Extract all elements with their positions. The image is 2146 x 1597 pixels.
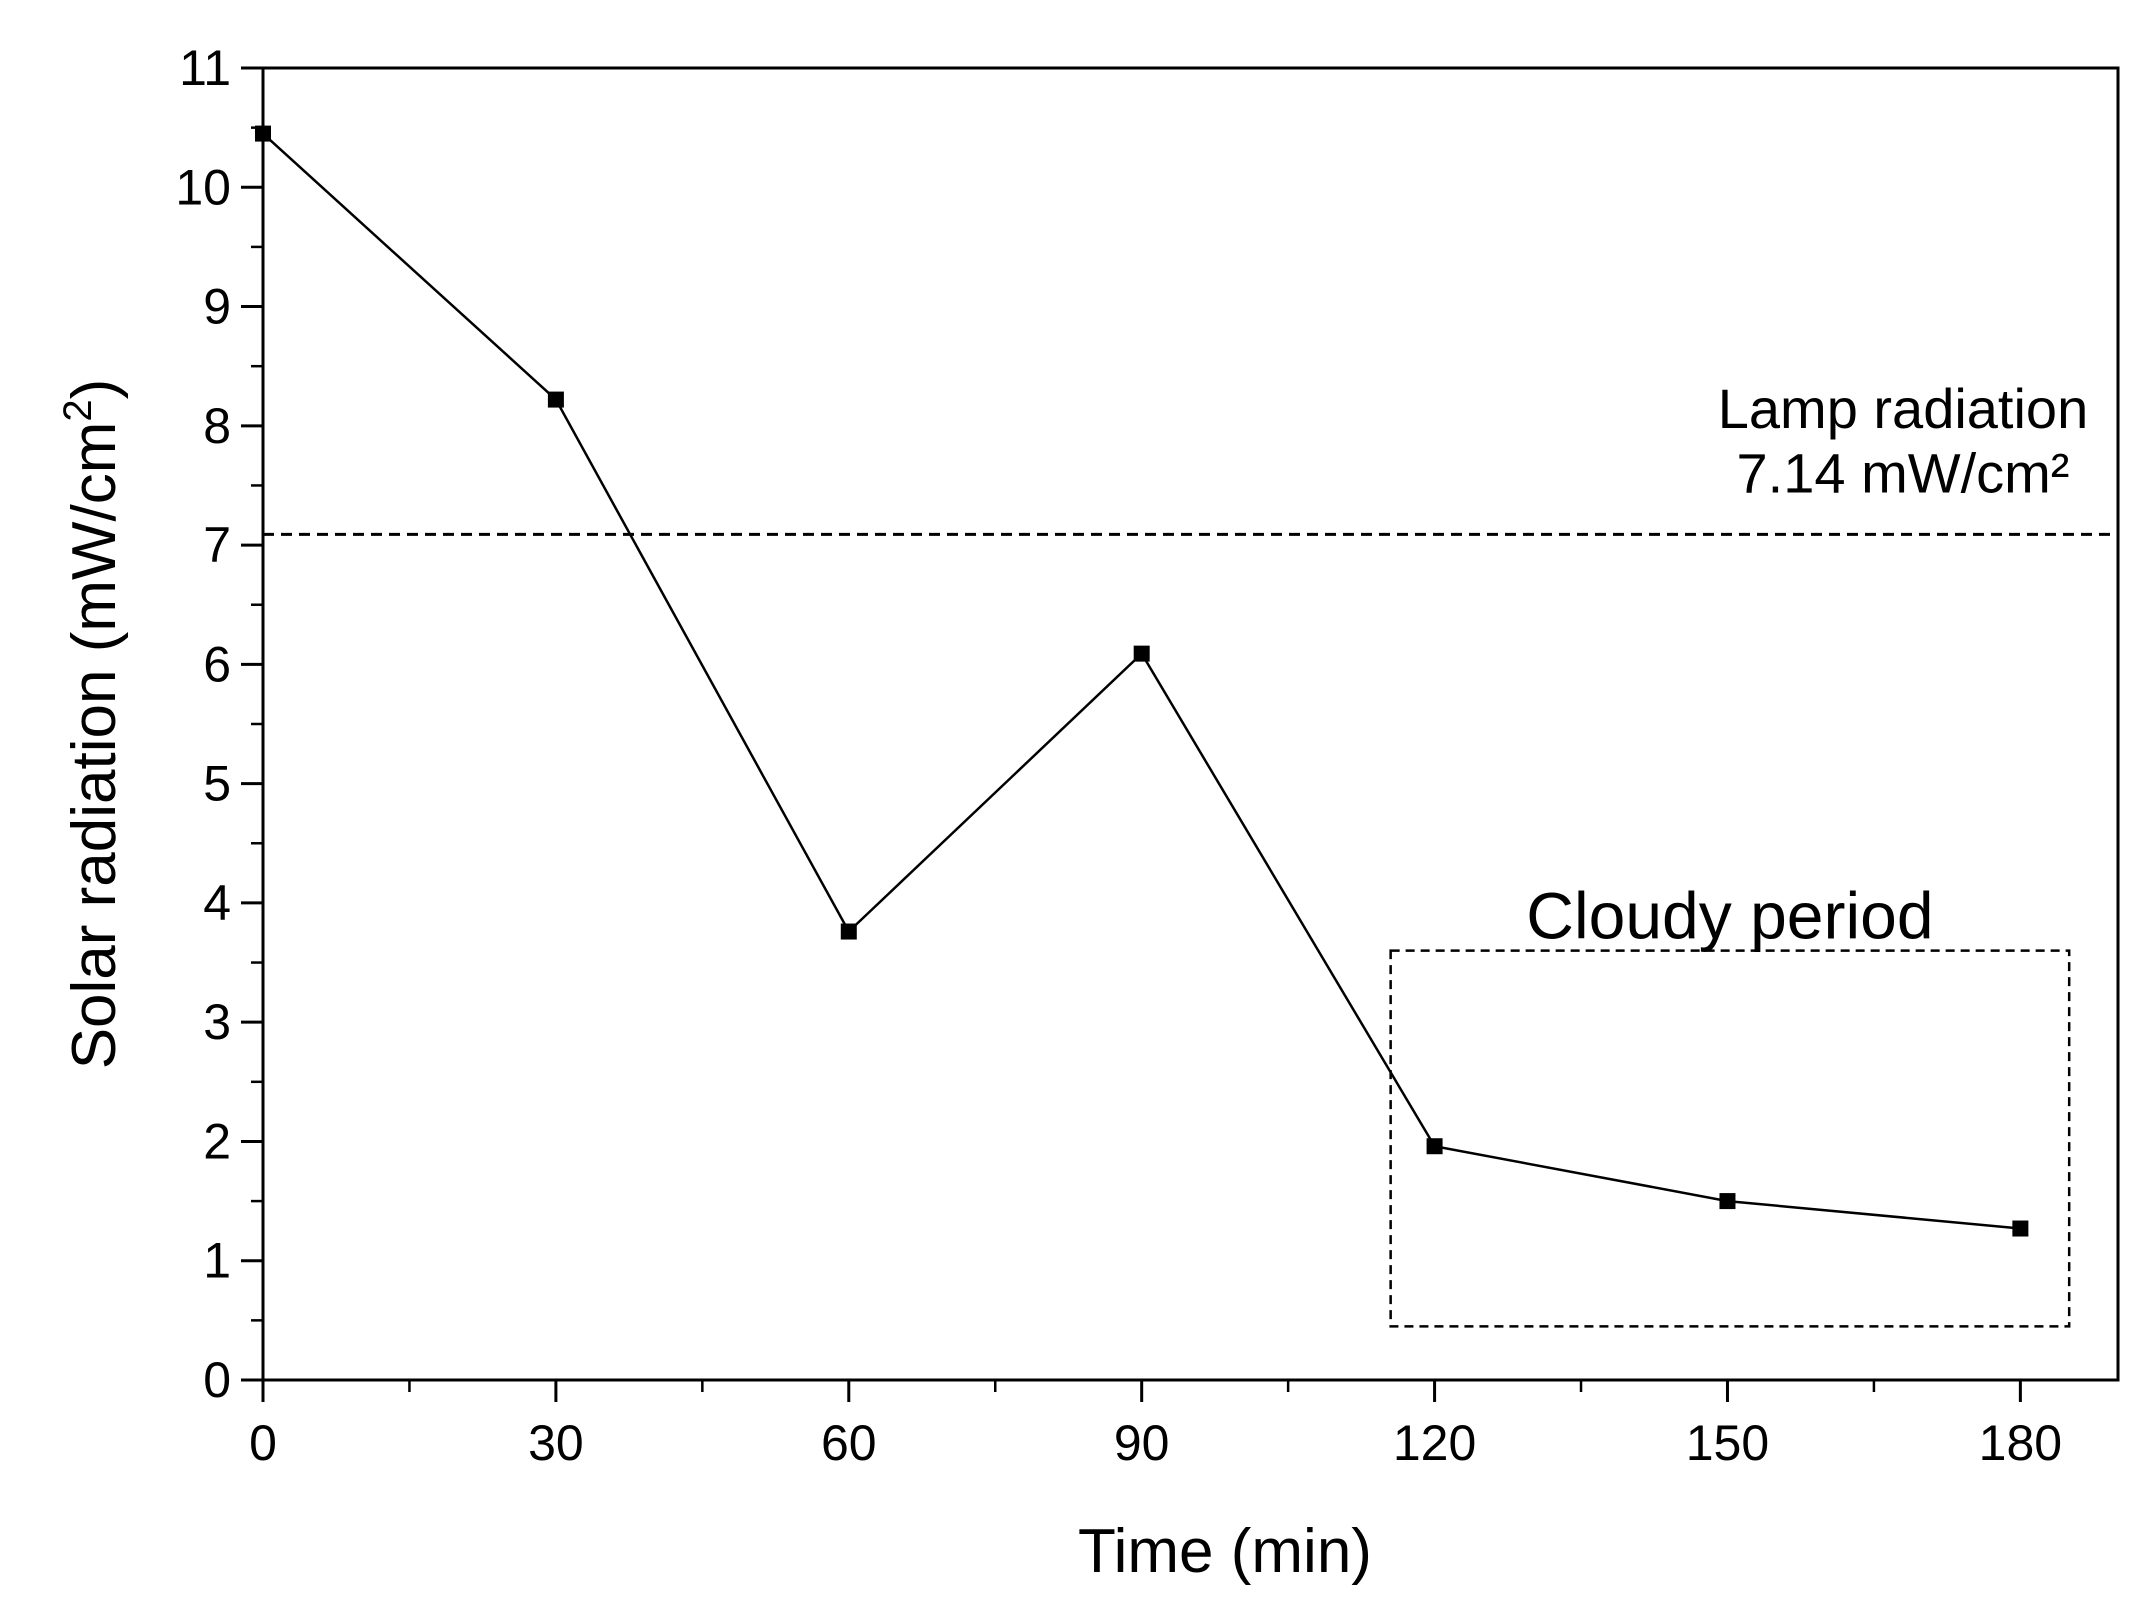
x-tick-label: 60 [821,1415,877,1471]
y-axis-title-text: Solar radiation (mW/cm [60,422,129,1070]
cloudy-period-box [1389,949,2071,1328]
y-tick-label: 5 [203,756,231,812]
data-point [840,923,857,940]
x-tick-label: 150 [1686,1415,1769,1471]
x-axis-title: Time (min) [1078,1517,1372,1586]
x-axis-ticks: 0 30 60 90 120 150 180 [249,1380,2062,1471]
y-axis-title-superscript: 2 [56,399,100,421]
series-group [255,125,2029,1237]
y-tick-label: 6 [203,636,231,692]
y-tick-label: 4 [203,875,231,931]
x-tick-label: 180 [1979,1415,2062,1471]
data-point [255,125,271,142]
x-tick-label: 30 [528,1415,584,1471]
cloudy-period-label: Cloudy period [1526,879,1933,953]
lamp-radiation-label: Lamp radiation [1718,377,2088,440]
y-axis-title-close: ) [60,379,129,400]
x-tick-label: 120 [1393,1415,1476,1471]
y-tick-label: 11 [179,40,231,96]
y-tick-label: 10 [175,159,231,215]
y-tick-label: 0 [203,1352,231,1408]
y-tick-label: 7 [203,517,231,573]
data-point [2012,1220,2029,1237]
y-tick-label: 3 [203,994,231,1050]
series-line [262,132,2021,1230]
y-axis-ticks: 0 1 2 3 4 5 6 7 8 9 10 11 [175,40,263,1408]
x-tick-label: 0 [249,1415,277,1471]
data-point [1719,1193,1736,1210]
y-tick-label: 8 [203,398,231,454]
y-axis-title: Solar radiation (mW/cm2) [56,379,129,1070]
y-tick-label: 2 [203,1113,231,1169]
y-tick-label: 1 [203,1233,231,1289]
data-point [1426,1138,1443,1155]
plot-frame [261,66,2120,1382]
data-point [547,391,564,408]
y-tick-label: 9 [203,279,231,335]
data-point [1133,645,1150,662]
x-tick-label: 90 [1114,1415,1170,1471]
lamp-radiation-value: 7.14 mW/cm² [1737,442,2070,505]
